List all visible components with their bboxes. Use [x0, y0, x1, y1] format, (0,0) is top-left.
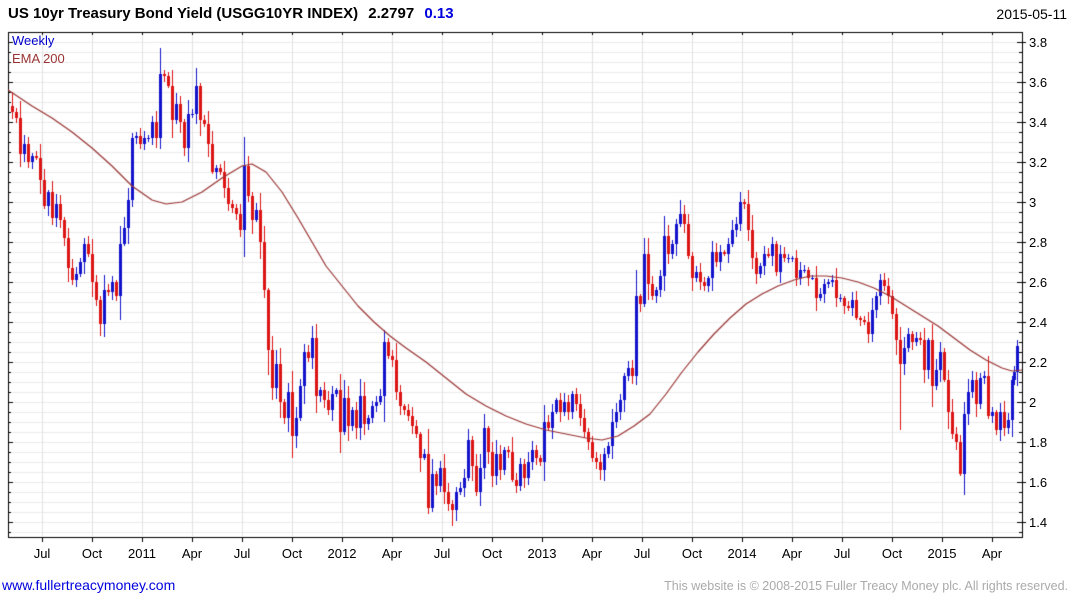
last-price: 2.2797	[368, 5, 415, 22]
y-tick-label: 3	[1029, 195, 1037, 210]
x-tick-label: Oct	[681, 546, 703, 561]
chart-date: 2015-05-11	[996, 6, 1067, 22]
y-tick-label: 1.6	[1029, 475, 1048, 490]
y-tick-label: 1.4	[1029, 515, 1048, 530]
x-tick-label: Apr	[181, 546, 203, 561]
y-tick-label: 2	[1029, 395, 1037, 410]
x-tick-label: Apr	[581, 546, 603, 561]
x-tick-label: 2014	[727, 546, 757, 561]
copyright-text: This website is © 2008-2015 Fuller Treac…	[664, 579, 1068, 593]
legend-ema-200: EMA 200	[12, 51, 65, 66]
x-tick-label: Jul	[433, 546, 451, 561]
chart-header: US 10yr Treasury Bond Yield (USGG10YR IN…	[8, 5, 454, 22]
x-tick-label: Jul	[33, 546, 51, 561]
x-tick-label: Oct	[281, 546, 303, 561]
y-tick-label: 3.8	[1029, 35, 1048, 50]
x-tick-label: 2015	[927, 546, 957, 561]
x-tick-label: Apr	[981, 546, 1003, 561]
x-tick-label: Jul	[233, 546, 251, 561]
x-tick-label: Apr	[781, 546, 803, 561]
x-tick-label: Oct	[881, 546, 903, 561]
y-tick-label: 1.8	[1029, 435, 1048, 450]
y-tick-label: 2.4	[1029, 315, 1048, 330]
x-tick-label: Apr	[381, 546, 403, 561]
x-tick-label: 2011	[128, 546, 156, 561]
y-tick-label: 3.2	[1029, 155, 1048, 170]
x-tick-label: Jul	[833, 546, 851, 561]
y-tick-label: 2.6	[1029, 275, 1048, 290]
x-tick-label: Oct	[481, 546, 503, 561]
y-tick-label: 2.8	[1029, 235, 1048, 250]
x-tick-label: 2012	[327, 546, 357, 561]
page-title: US 10yr Treasury Bond Yield (USGG10YR IN…	[8, 5, 359, 22]
legend-timeframe: Weekly	[12, 33, 55, 48]
y-tick-label: 3.4	[1029, 115, 1048, 130]
price-change: 0.13	[424, 5, 454, 22]
site-link[interactable]: www.fullertreacymoney.com	[2, 577, 176, 593]
y-tick-label: 3.6	[1029, 75, 1048, 90]
x-tick-label: Oct	[81, 546, 103, 561]
y-tick-label: 2.2	[1029, 355, 1048, 370]
x-tick-label: Jul	[633, 546, 651, 561]
x-tick-label: 2013	[527, 546, 557, 561]
